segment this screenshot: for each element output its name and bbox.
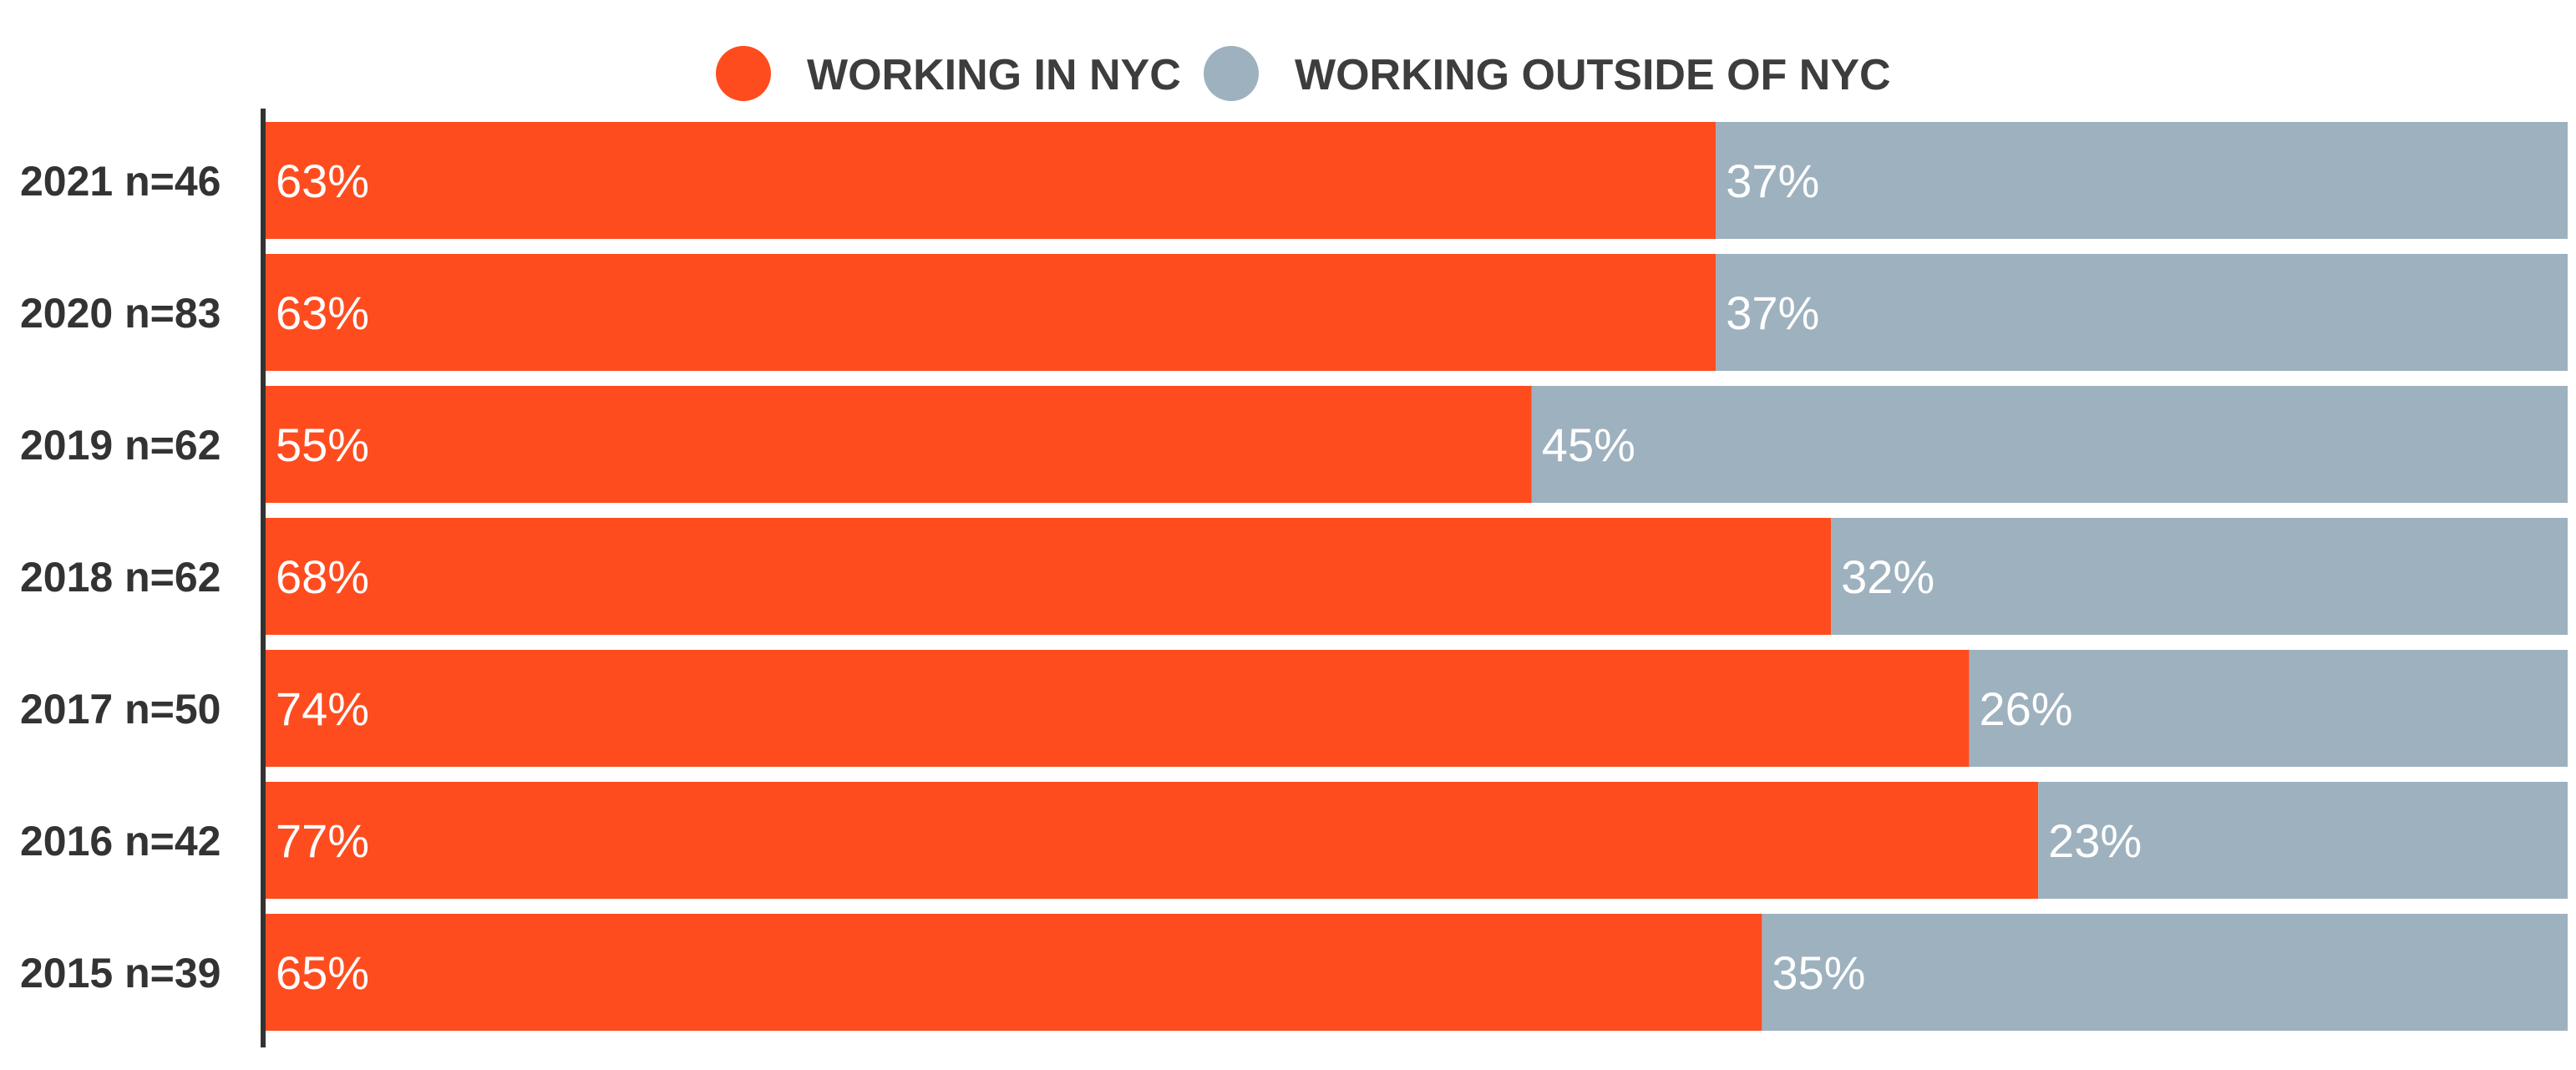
data-label-outside-nyc-5: 26% bbox=[1979, 682, 2072, 735]
bar-outside-nyc-1 bbox=[1716, 122, 2568, 239]
legend-label-1: WORKING IN NYC bbox=[807, 51, 1181, 99]
category-label-5: 2017 n=50 bbox=[20, 686, 221, 733]
bar-in-nyc-6 bbox=[266, 782, 2039, 899]
data-label-in-nyc-7: 65% bbox=[276, 946, 369, 999]
bar-outside-nyc-2 bbox=[1716, 254, 2568, 371]
category-label-7: 2015 n=39 bbox=[20, 950, 221, 996]
data-label-in-nyc-5: 74% bbox=[276, 682, 369, 735]
data-label-in-nyc-3: 55% bbox=[276, 418, 369, 471]
data-label-outside-nyc-7: 35% bbox=[1772, 946, 1865, 999]
bar-in-nyc-5 bbox=[266, 650, 1970, 767]
bar-in-nyc-2 bbox=[266, 254, 1716, 371]
legend-swatch-1 bbox=[716, 46, 771, 101]
bar-outside-nyc-7 bbox=[1762, 914, 2568, 1031]
bar-in-nyc-7 bbox=[266, 914, 1762, 1031]
bar-outside-nyc-6 bbox=[2038, 782, 2568, 899]
data-label-outside-nyc-2: 37% bbox=[1726, 287, 1819, 339]
data-label-in-nyc-6: 77% bbox=[276, 814, 369, 867]
bar-in-nyc-3 bbox=[266, 386, 1532, 503]
data-label-outside-nyc-1: 37% bbox=[1726, 155, 1819, 207]
category-label-2: 2020 n=83 bbox=[20, 290, 221, 337]
legend: WORKING IN NYC WORKING OUTSIDE OF NYC bbox=[716, 46, 1891, 101]
category-label-3: 2019 n=62 bbox=[20, 422, 221, 469]
bar-in-nyc-4 bbox=[266, 518, 1832, 635]
legend-swatch-2 bbox=[1204, 46, 1259, 101]
data-label-outside-nyc-6: 23% bbox=[2048, 814, 2142, 867]
bar-in-nyc-1 bbox=[266, 122, 1716, 239]
data-label-in-nyc-4: 68% bbox=[276, 550, 369, 603]
category-label-1: 2021 n=46 bbox=[20, 158, 221, 205]
bars: 63% 37% 63% 37% 55% 45% 68% 32% 74% 26% 77% 23% 65% 3… bbox=[266, 122, 2568, 1031]
bar-outside-nyc-3 bbox=[1531, 386, 2568, 503]
data-label-outside-nyc-4: 32% bbox=[1841, 550, 1935, 603]
legend-label-2: WORKING OUTSIDE OF NYC bbox=[1295, 51, 1891, 99]
category-labels: 2021 n=46 2020 n=83 2019 n=62 2018 n=62 2017… bbox=[20, 158, 221, 996]
data-label-in-nyc-1: 63% bbox=[276, 155, 369, 207]
data-label-outside-nyc-3: 45% bbox=[1542, 418, 1635, 471]
category-label-4: 2018 n=62 bbox=[20, 554, 221, 601]
bar-outside-nyc-4 bbox=[1831, 518, 2568, 635]
category-label-6: 2016 n=42 bbox=[20, 818, 221, 865]
bar-outside-nyc-5 bbox=[1969, 650, 2568, 767]
data-label-in-nyc-2: 63% bbox=[276, 287, 369, 339]
